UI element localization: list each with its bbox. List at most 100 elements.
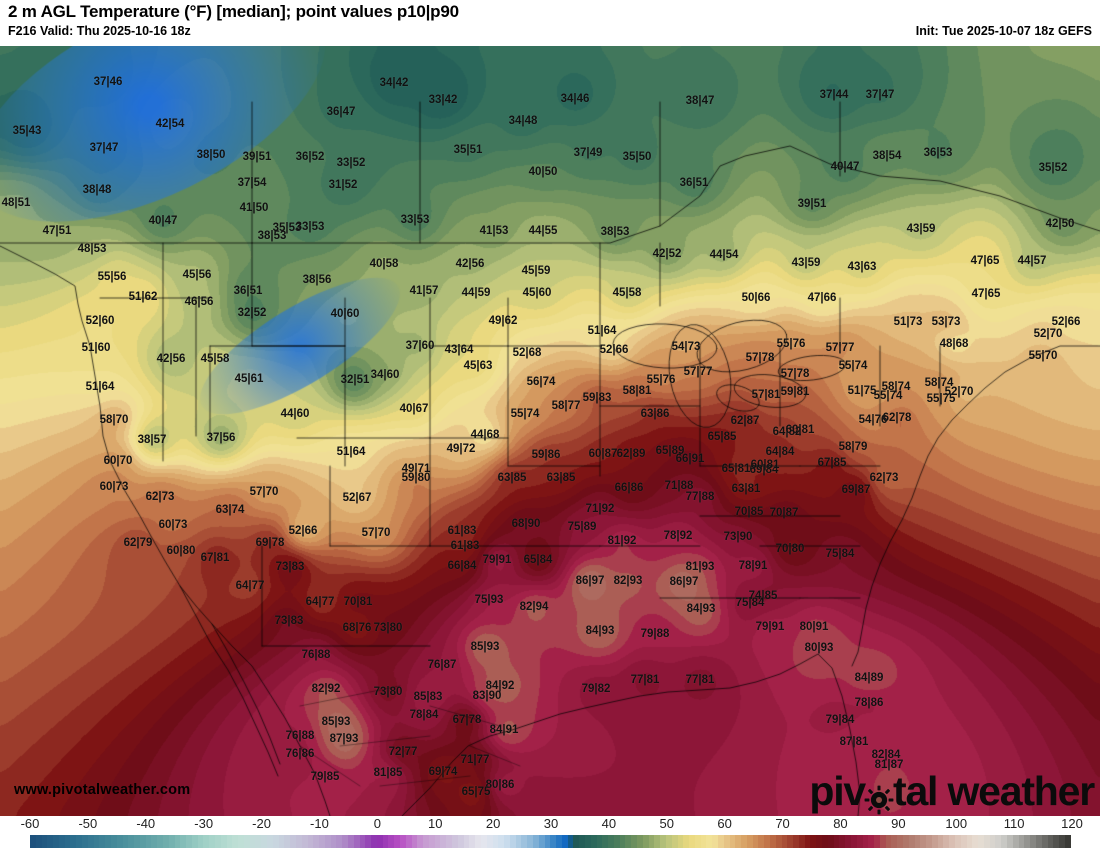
point-value-label: 40|47 <box>830 161 860 173</box>
point-value-label: 73|83 <box>275 561 305 573</box>
point-value-label: 75|84 <box>825 548 855 560</box>
colorbar-swatch <box>735 835 742 848</box>
colorbar-swatch <box>550 835 557 848</box>
point-value-label: 82|92 <box>311 683 341 695</box>
point-value-label: 79|82 <box>581 683 611 695</box>
point-value-label: 78|91 <box>738 560 768 572</box>
point-value-label: 65|84 <box>523 554 553 566</box>
colorbar-swatch <box>232 835 239 848</box>
point-value-label: 37|60 <box>405 340 435 352</box>
point-value-label: 33|42 <box>428 94 458 106</box>
colorbar-swatch <box>833 835 840 848</box>
colorbar-swatch <box>139 835 146 848</box>
point-value-label: 86|97 <box>575 575 605 587</box>
colorbar-swatch <box>145 835 152 848</box>
colorbar-swatch <box>798 835 805 848</box>
point-value-label: 54|76 <box>858 414 888 426</box>
colorbar-swatch <box>885 835 892 848</box>
point-value-label: 44|60 <box>280 408 310 420</box>
colorbar-swatch <box>116 835 123 848</box>
colorbar-swatch <box>1018 835 1025 848</box>
point-value-label: 37|44 <box>819 89 849 101</box>
point-value-label: 47|65 <box>971 288 1001 300</box>
colorbar-swatch <box>53 835 59 848</box>
colorbar-swatch <box>220 835 227 848</box>
point-value-label: 63|81 <box>731 483 761 495</box>
colorbar-swatch <box>255 835 262 848</box>
point-value-label: 40|47 <box>148 215 178 227</box>
point-value-label: 66|84 <box>447 560 477 572</box>
point-value-label: 42|56 <box>455 258 485 270</box>
colorbar-swatch <box>874 835 880 848</box>
colorbar-swatch <box>261 835 268 848</box>
point-value-label: 35|43 <box>12 125 42 137</box>
colorbar-swatch <box>405 835 412 848</box>
colorbar-swatch <box>1041 835 1048 848</box>
point-value-label: 37|46 <box>93 76 123 88</box>
point-value-label: 57|70 <box>361 527 391 539</box>
colorbar-swatch <box>793 835 799 848</box>
colorbar-swatch <box>226 835 233 848</box>
colorbar-swatch <box>637 835 643 848</box>
temperature-colorbar[interactable]: -60 -50 -40 -30 -20 -10 0 10 20 30 40 50 60 70 80 90 100… <box>0 816 1100 850</box>
point-value-label: 40|58 <box>369 258 399 270</box>
colorbar-swatch <box>30 835 36 848</box>
colorbar-swatch <box>157 835 163 848</box>
point-value-label: 36|47 <box>326 106 356 118</box>
colorbar-swatch <box>602 835 609 848</box>
colorbar-swatch <box>41 835 48 848</box>
point-value-label: 60|70 <box>103 455 133 467</box>
point-value-label: 41|53 <box>479 225 509 237</box>
point-value-label: 55|76 <box>646 374 676 386</box>
point-value-label: 69|74 <box>428 766 458 778</box>
point-value-label: 59|80 <box>401 472 431 484</box>
sun-gear-icon <box>864 781 894 814</box>
point-value-label: 43|59 <box>906 223 936 235</box>
point-value-label: 38|50 <box>196 149 226 161</box>
colorbar-swatch <box>515 835 522 848</box>
colorbar-swatch <box>723 835 730 848</box>
colorbar-swatch <box>908 835 915 848</box>
point-value-label: 80|93 <box>804 642 834 654</box>
colorbar-swatch <box>694 835 701 848</box>
point-value-label: 73|80 <box>373 622 403 634</box>
colorbar-tick: 120 <box>1061 816 1083 831</box>
point-value-label: 44|59 <box>461 287 491 299</box>
point-value-label: 52|70 <box>944 386 974 398</box>
point-value-label: 45|61 <box>234 373 264 385</box>
point-value-label: 76|87 <box>427 659 457 671</box>
point-value-label: 32|51 <box>340 374 370 386</box>
point-value-label: 55|74 <box>873 390 903 402</box>
point-value-label: 82|94 <box>519 601 549 613</box>
point-value-label: 51|62 <box>128 291 158 303</box>
colorbar-swatch <box>619 835 626 848</box>
point-value-label: 45|58 <box>612 287 642 299</box>
point-value-label: 45|56 <box>182 269 212 281</box>
point-value-label: 34|46 <box>560 93 590 105</box>
point-value-label: 45|59 <box>521 265 551 277</box>
colorbar-tick: 30 <box>543 816 559 831</box>
colorbar-swatch <box>284 835 291 848</box>
colorbar-swatch <box>770 835 776 848</box>
point-value-label: 67|78 <box>452 714 482 726</box>
colorbar-swatch <box>966 835 973 848</box>
point-value-label: 38|47 <box>685 95 715 107</box>
point-value-label: 70|81 <box>343 596 373 608</box>
colorbar-swatch <box>648 835 655 848</box>
colorbar-swatch <box>110 835 117 848</box>
colorbar-swatch <box>440 835 447 848</box>
colorbar-swatch <box>197 835 204 848</box>
temperature-map[interactable]: 35|43 37|46 37|47 38|48 48|51 47|51 42|54 38|50… <box>0 46 1100 816</box>
point-value-label: 38|53 <box>600 226 630 238</box>
point-value-label: 41|57 <box>409 285 439 297</box>
colorbar-tick: -40 <box>136 816 156 831</box>
colorbar-swatch <box>151 835 158 848</box>
point-value-label: 34|60 <box>370 369 400 381</box>
colorbar-swatch <box>174 835 181 848</box>
point-value-label: 42|52 <box>652 248 682 260</box>
colorbar-swatch <box>683 835 690 848</box>
colorbar-swatches[interactable] <box>30 835 1072 848</box>
point-value-label: 63|85 <box>497 472 527 484</box>
point-value-label: 36|52 <box>295 151 325 163</box>
point-value-label: 85|93 <box>470 641 500 653</box>
